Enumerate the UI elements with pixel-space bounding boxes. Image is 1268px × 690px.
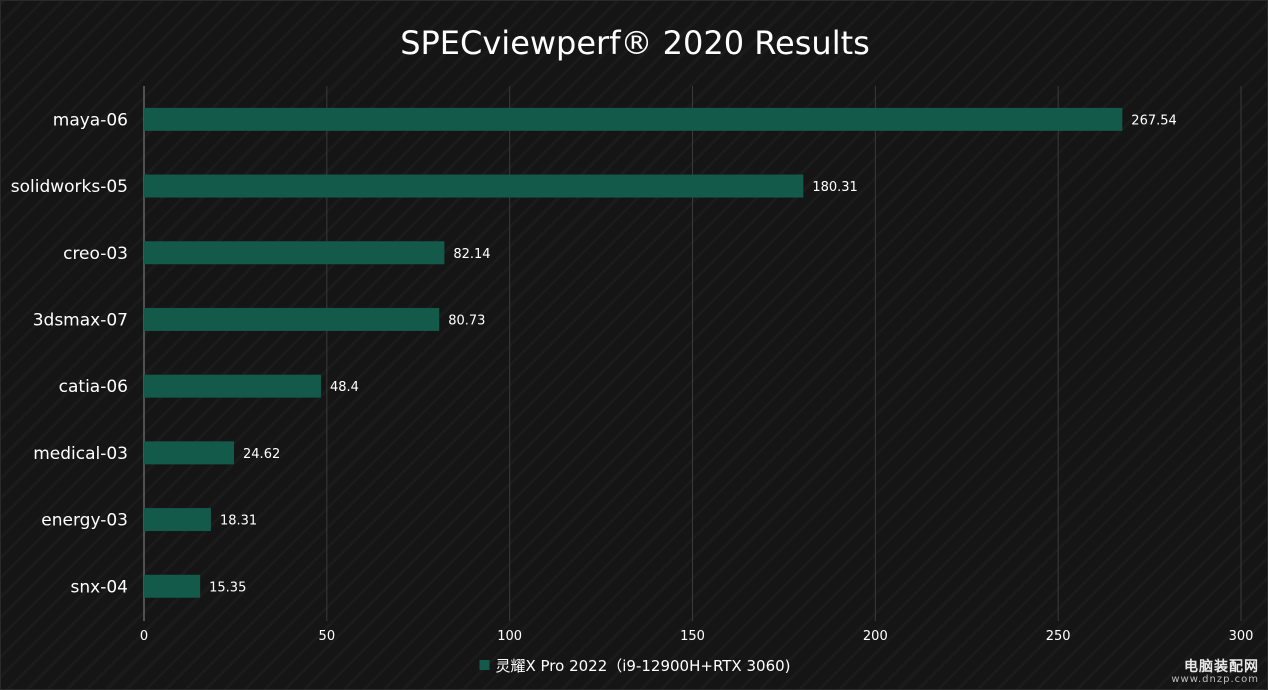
legend-label: 灵耀X Pro 2022（i9-12900H+RTX 3060) (495, 657, 790, 675)
data-label: 180.31 (812, 180, 858, 195)
watermark-url: www.dnzp.com (1171, 674, 1259, 685)
data-label: 82.14 (453, 247, 490, 262)
bar (144, 374, 321, 398)
data-label: 80.73 (448, 313, 485, 328)
bars (144, 107, 1123, 598)
bar (144, 307, 440, 331)
category-label: maya-06 (53, 110, 128, 130)
chart-title: SPECviewperf® 2020 Results (400, 24, 870, 62)
watermark-text: 电脑装配网 (1184, 659, 1259, 675)
category-labels: maya-06 solidworks-05 creo-03 3dsmax-07 cati… (11, 110, 128, 597)
x-tick-label: 100 (497, 629, 522, 644)
watermark: 电脑装配网 www.dnzp.com (1171, 660, 1259, 685)
data-label: 18.31 (220, 514, 257, 529)
data-label: 267.54 (1131, 113, 1177, 128)
bar (144, 508, 211, 532)
category-label: energy-03 (41, 511, 128, 531)
x-tick-labels: 0 50 100 150 200 250 300 (140, 629, 1254, 644)
grid-lines (143, 86, 1242, 621)
category-label: snx-04 (71, 577, 128, 597)
bar (144, 241, 445, 265)
bar (144, 574, 201, 598)
x-tick-label: 250 (1046, 629, 1071, 644)
x-tick-label: 0 (140, 629, 148, 644)
bar (144, 441, 235, 465)
data-label: 15.35 (209, 580, 246, 595)
category-label: solidworks-05 (11, 177, 128, 197)
x-tick-label: 150 (680, 629, 705, 644)
x-tick-label: 300 (1229, 629, 1254, 644)
x-tick-label: 50 (319, 629, 336, 644)
data-label: 48.4 (330, 380, 359, 395)
bar (144, 107, 1123, 131)
bar (144, 174, 804, 198)
category-label: catia-06 (59, 377, 128, 397)
data-labels: 267.54 180.31 82.14 80.73 48.4 24.62 18.31 15.3… (209, 113, 1177, 595)
data-label: 24.62 (243, 447, 280, 462)
category-label: medical-03 (33, 444, 128, 464)
category-label: creo-03 (63, 244, 128, 264)
x-tick-label: 200 (863, 629, 888, 644)
legend: 灵耀X Pro 2022（i9-12900H+RTX 3060) (479, 657, 791, 675)
legend-swatch (479, 660, 490, 670)
category-label: 3dsmax-07 (33, 310, 128, 330)
